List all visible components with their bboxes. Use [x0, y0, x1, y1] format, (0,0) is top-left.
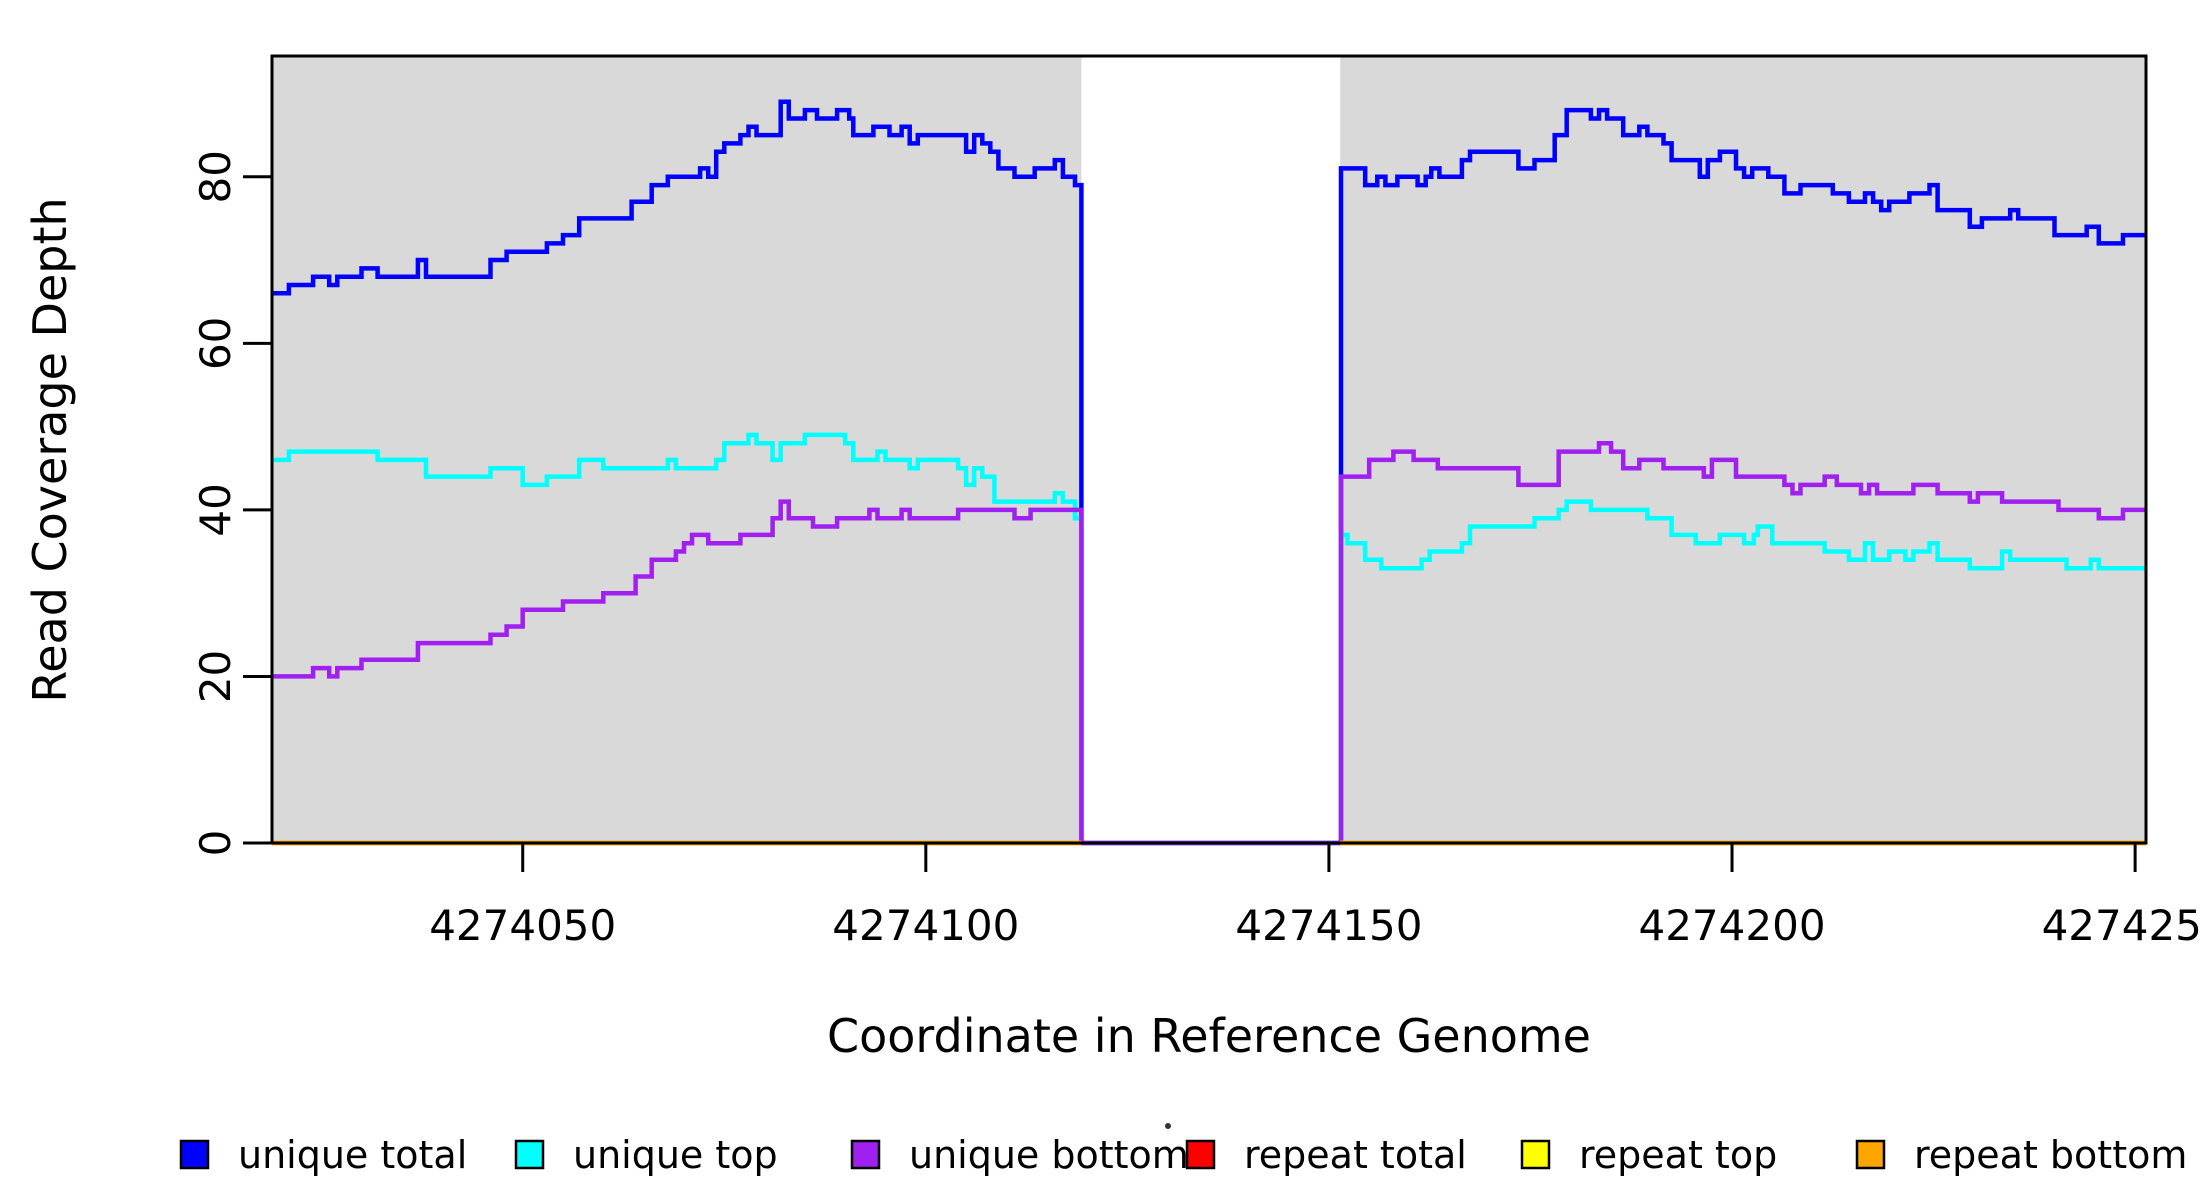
unique-total-swatch-icon [179, 1139, 210, 1170]
y-tick-label: 60 [191, 317, 240, 370]
legend-item-unique-bottom: unique bottom [850, 1133, 1189, 1177]
legend-label: repeat bottom [1914, 1133, 2187, 1177]
legend-item-repeat-bottom: repeat bottom [1855, 1133, 2187, 1177]
repeat-total-swatch-icon [1185, 1139, 1216, 1170]
y-tick-label: 40 [191, 483, 240, 536]
stray-dot [1165, 1123, 1171, 1129]
legend-item-repeat-total: repeat total [1185, 1133, 1467, 1177]
repeat-top-swatch-icon [1520, 1139, 1551, 1170]
legend-label: unique bottom [909, 1133, 1189, 1177]
series-line-unique-bottom [272, 441, 2146, 846]
y-tick-label: 20 [191, 650, 240, 703]
legend-item-unique-total: unique total [179, 1133, 467, 1177]
x-tick-label: 4274100 [832, 901, 1019, 950]
unique-bottom-swatch-icon [850, 1139, 881, 1170]
x-tick-label: 4274150 [1235, 901, 1422, 950]
plot-border [270, 54, 2148, 845]
y-tick-label: 80 [191, 150, 240, 203]
x-axis-title: Coordinate in Reference Genome [827, 1009, 1591, 1063]
x-tick-label: 4274050 [429, 901, 616, 950]
series-line-unique-total [272, 99, 2146, 846]
covered-regions-layer [272, 56, 2146, 843]
repeat-bottom-swatch-icon [1855, 1139, 1886, 1170]
y-tick-label: 0 [191, 830, 240, 857]
legend-label: unique top [573, 1133, 778, 1177]
series-line-unique-top [272, 432, 2146, 846]
y-axis-title: Read Coverage Depth [23, 197, 77, 702]
unique-top-swatch-icon [514, 1139, 545, 1170]
legend-item-repeat-top: repeat top [1520, 1133, 1777, 1177]
covered-region [272, 56, 1082, 843]
legend-label: unique total [238, 1133, 467, 1177]
x-tick-label: 4274200 [1638, 901, 1825, 950]
legend-item-unique-top: unique top [514, 1133, 778, 1177]
covered-region [1340, 56, 2146, 843]
legend-label: repeat top [1579, 1133, 1777, 1177]
legend-label: repeat total [1244, 1133, 1467, 1177]
legend: unique total unique top unique bottom re… [179, 1123, 2187, 1177]
y-axis: 0 20 40 60 80 [191, 150, 272, 856]
